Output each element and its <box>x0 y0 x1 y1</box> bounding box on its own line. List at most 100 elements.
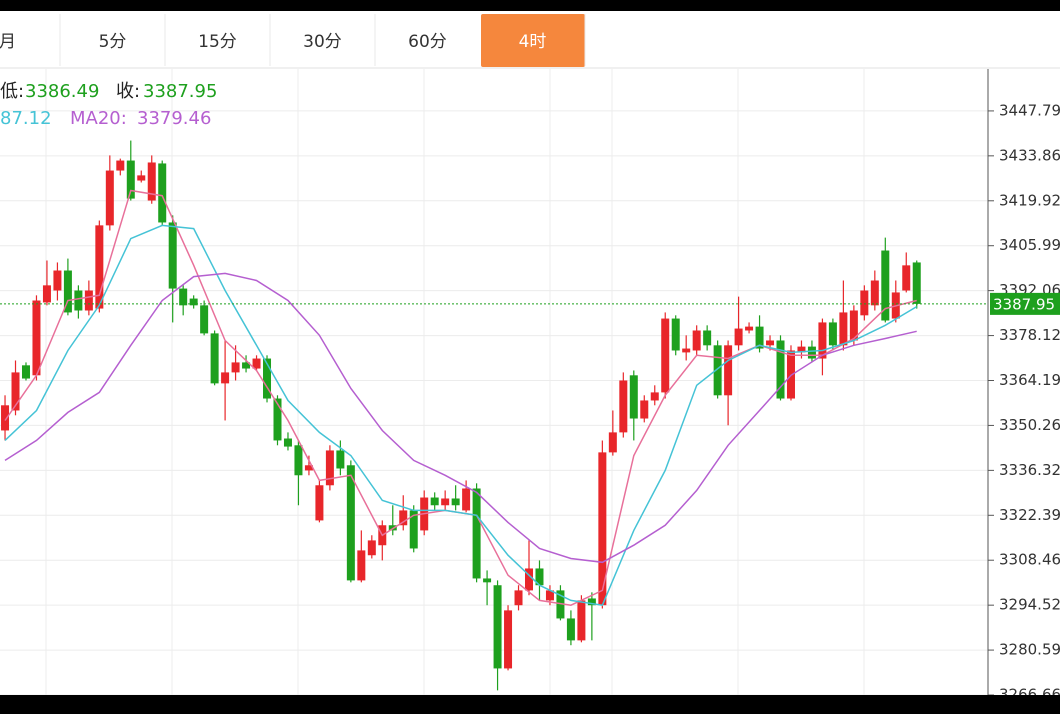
close-value: 3387.95 <box>143 81 217 102</box>
candle-body <box>818 322 827 359</box>
ma-line <box>4 272 917 564</box>
candle-body <box>881 250 890 321</box>
tab-active-bg <box>481 14 585 67</box>
candle-body <box>325 450 334 486</box>
candle-body <box>587 598 596 606</box>
candle-body <box>221 372 230 384</box>
candle-body <box>336 450 345 469</box>
ma20-value: 3379.46 <box>137 108 211 129</box>
y-tick-label: 3294.52 <box>999 596 1060 614</box>
bottom-frame <box>0 695 1060 714</box>
y-tick-label: 3433.86 <box>999 146 1060 164</box>
candle-body <box>304 465 313 471</box>
candle-body <box>315 485 324 521</box>
candle-body <box>1 405 10 431</box>
candle-body <box>11 372 20 411</box>
candle-body <box>200 305 209 334</box>
candle-body <box>692 330 701 351</box>
candle-body <box>766 340 775 346</box>
candle-body <box>703 330 712 346</box>
y-tick-label: 3378.12 <box>999 326 1060 344</box>
candle-body <box>535 568 544 586</box>
candle-body <box>713 345 722 396</box>
candle-body <box>231 362 240 373</box>
tab-bar: 月 5分 15分 30分 60分 4时 <box>0 11 1060 69</box>
tab[interactable]: 月 <box>0 32 16 52</box>
candle-body <box>273 398 282 441</box>
y-tick-label: 3336.32 <box>999 461 1060 479</box>
candle-body <box>84 290 93 311</box>
y-tick-label: 3280.59 <box>999 641 1060 659</box>
candle-body <box>367 540 376 556</box>
candle-body <box>556 590 565 619</box>
candle-body <box>252 358 261 369</box>
candle-body <box>724 345 733 396</box>
low-value: 3386.49 <box>25 81 99 102</box>
last-price-box <box>990 292 1060 315</box>
candle-body <box>745 326 754 331</box>
candle-body <box>839 312 848 346</box>
candle-body <box>902 265 911 291</box>
candle-body <box>409 510 418 549</box>
candle-body <box>357 550 366 581</box>
candle-body <box>147 162 156 201</box>
tab[interactable]: 5分 <box>99 32 127 52</box>
low-label: 低: <box>0 81 24 102</box>
candle-body <box>95 225 104 309</box>
plot-area <box>0 140 988 691</box>
candle-body <box>629 375 638 419</box>
candle-body <box>493 585 502 669</box>
candle-body <box>828 322 837 346</box>
y-tick-label: 3419.92 <box>999 191 1060 209</box>
candle-body <box>116 160 125 171</box>
candle-body <box>755 326 764 349</box>
candle-body <box>650 392 659 401</box>
candle-body <box>577 600 586 641</box>
candle-body <box>441 498 450 506</box>
y-tick-label: 3322.39 <box>999 506 1060 524</box>
readout: 低: 3386.49 收: 3387.95 87.12 MA20: 3379.4… <box>0 81 217 129</box>
y-tick-label: 3405.99 <box>999 236 1060 254</box>
close-label: 收: <box>116 81 140 102</box>
y-tick-label: 3308.46 <box>999 551 1060 569</box>
candle-body <box>158 163 167 223</box>
candle-body <box>797 346 806 353</box>
y-tick-label: 3350.26 <box>999 416 1060 434</box>
y-axis: 3447.793433.863419.923405.993392.063378.… <box>987 69 1060 704</box>
candle-body <box>807 346 816 359</box>
candle-body <box>619 380 628 433</box>
candle-body <box>525 568 534 591</box>
candle-body <box>283 438 292 447</box>
candle-body <box>21 365 30 379</box>
candle-body <box>53 270 62 291</box>
candle-body <box>734 328 743 346</box>
candle-body <box>545 590 554 601</box>
candle-body <box>179 288 188 306</box>
candle-body <box>870 280 879 306</box>
candle-body <box>462 488 471 511</box>
candle-body <box>399 510 408 526</box>
candle-body <box>514 590 523 606</box>
ma10-value: 87.12 <box>0 108 52 129</box>
candle-body <box>661 318 670 393</box>
candle-body <box>42 285 51 303</box>
candle-body <box>640 400 649 419</box>
candle-body <box>32 300 41 376</box>
candle-body <box>168 222 177 289</box>
tab[interactable]: 60分 <box>408 32 447 52</box>
candle-body <box>483 578 492 583</box>
tab[interactable]: 15分 <box>198 32 237 52</box>
ma-line <box>4 224 918 607</box>
tab[interactable]: 4时 <box>519 32 547 52</box>
top-frame <box>0 0 1060 11</box>
candle-body <box>105 170 114 226</box>
ma20-label: MA20: <box>70 108 127 129</box>
candle-body <box>126 160 135 199</box>
candle-body <box>242 362 251 369</box>
candle-body <box>294 445 303 476</box>
tab[interactable]: 30分 <box>303 32 342 52</box>
candle-body <box>849 310 858 341</box>
candle-body <box>210 333 219 384</box>
candle-body <box>346 465 355 581</box>
candle-body <box>566 618 575 641</box>
